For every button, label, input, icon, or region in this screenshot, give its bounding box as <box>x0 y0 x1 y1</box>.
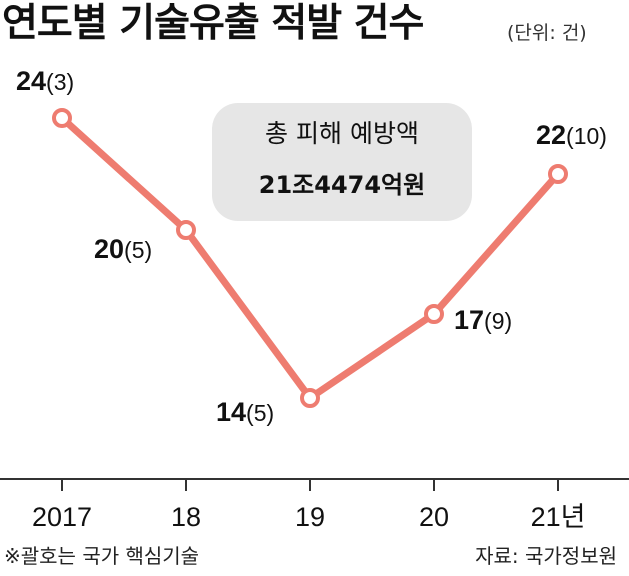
data-label: 17(9) <box>454 305 512 335</box>
data-label: 22(10) <box>536 120 607 150</box>
x-tick-label: 2017 <box>32 502 92 532</box>
source-label: 자료: 국가정보원 <box>475 544 617 568</box>
data-point <box>424 304 444 324</box>
unit-label: (단위: 건) <box>507 22 587 44</box>
data-point <box>176 220 196 240</box>
footnote: ※괄호는 국가 핵심기술 <box>4 544 200 568</box>
damage-prevention-annotation: 총 피해 예방액 21조4474억원 <box>212 103 472 221</box>
x-tick-label: 21년 <box>531 502 586 532</box>
data-point <box>300 388 320 408</box>
annotation-box <box>212 103 472 221</box>
annotation-line2: 21조4474억원 <box>259 171 425 199</box>
data-label: 24(3) <box>16 66 74 96</box>
data-label: 20(5) <box>94 234 152 264</box>
annotation-line1: 총 피해 예방액 <box>265 119 419 148</box>
data-label: 14(5) <box>216 397 274 427</box>
x-tick-label: 19 <box>295 502 325 532</box>
data-point <box>548 164 568 184</box>
x-tick-label: 20 <box>419 502 449 532</box>
data-point <box>52 108 72 128</box>
chart-title: 연도별 기술유출 적발 건수 <box>2 1 424 46</box>
x-tick-label: 18 <box>171 502 201 532</box>
